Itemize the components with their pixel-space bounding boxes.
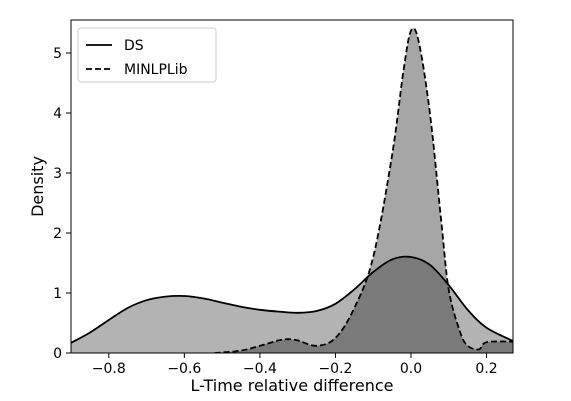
y-tick-label: 3 [53,166,62,182]
series-line-ds [71,255,513,344]
y-tick-label: 2 [53,226,62,242]
legend-label-minlplib: MINLPLib [124,62,188,78]
x-tick-label: −0.8 [92,361,126,377]
plot-frame [70,19,514,354]
y-tick-label: 1 [53,286,62,302]
legend: DS MINLPLib [77,27,217,83]
y-tick-label: 4 [53,106,62,122]
x-axis: −0.8 −0.6 −0.4 −0.2 0.0 0.2 [92,353,498,377]
legend-box [77,27,217,83]
line-layer [71,27,513,353]
x-tick-label: 0.2 [475,361,497,377]
legend-label-ds: DS [124,38,144,54]
x-axis-label: L-Time relative difference [191,376,394,395]
x-tick-label: −0.6 [167,361,201,377]
y-tick-label: 0 [53,346,62,362]
series-line-minlplib [214,27,513,353]
y-tick-label: 5 [53,46,62,62]
y-axis: 0 1 2 3 4 5 [53,46,71,362]
series-fill-overlap [214,256,513,353]
x-tick-label: −0.2 [318,361,352,377]
x-tick-label: 0.0 [400,361,422,377]
y-axis-label: Density [28,156,47,217]
x-tick-label: −0.4 [243,361,277,377]
